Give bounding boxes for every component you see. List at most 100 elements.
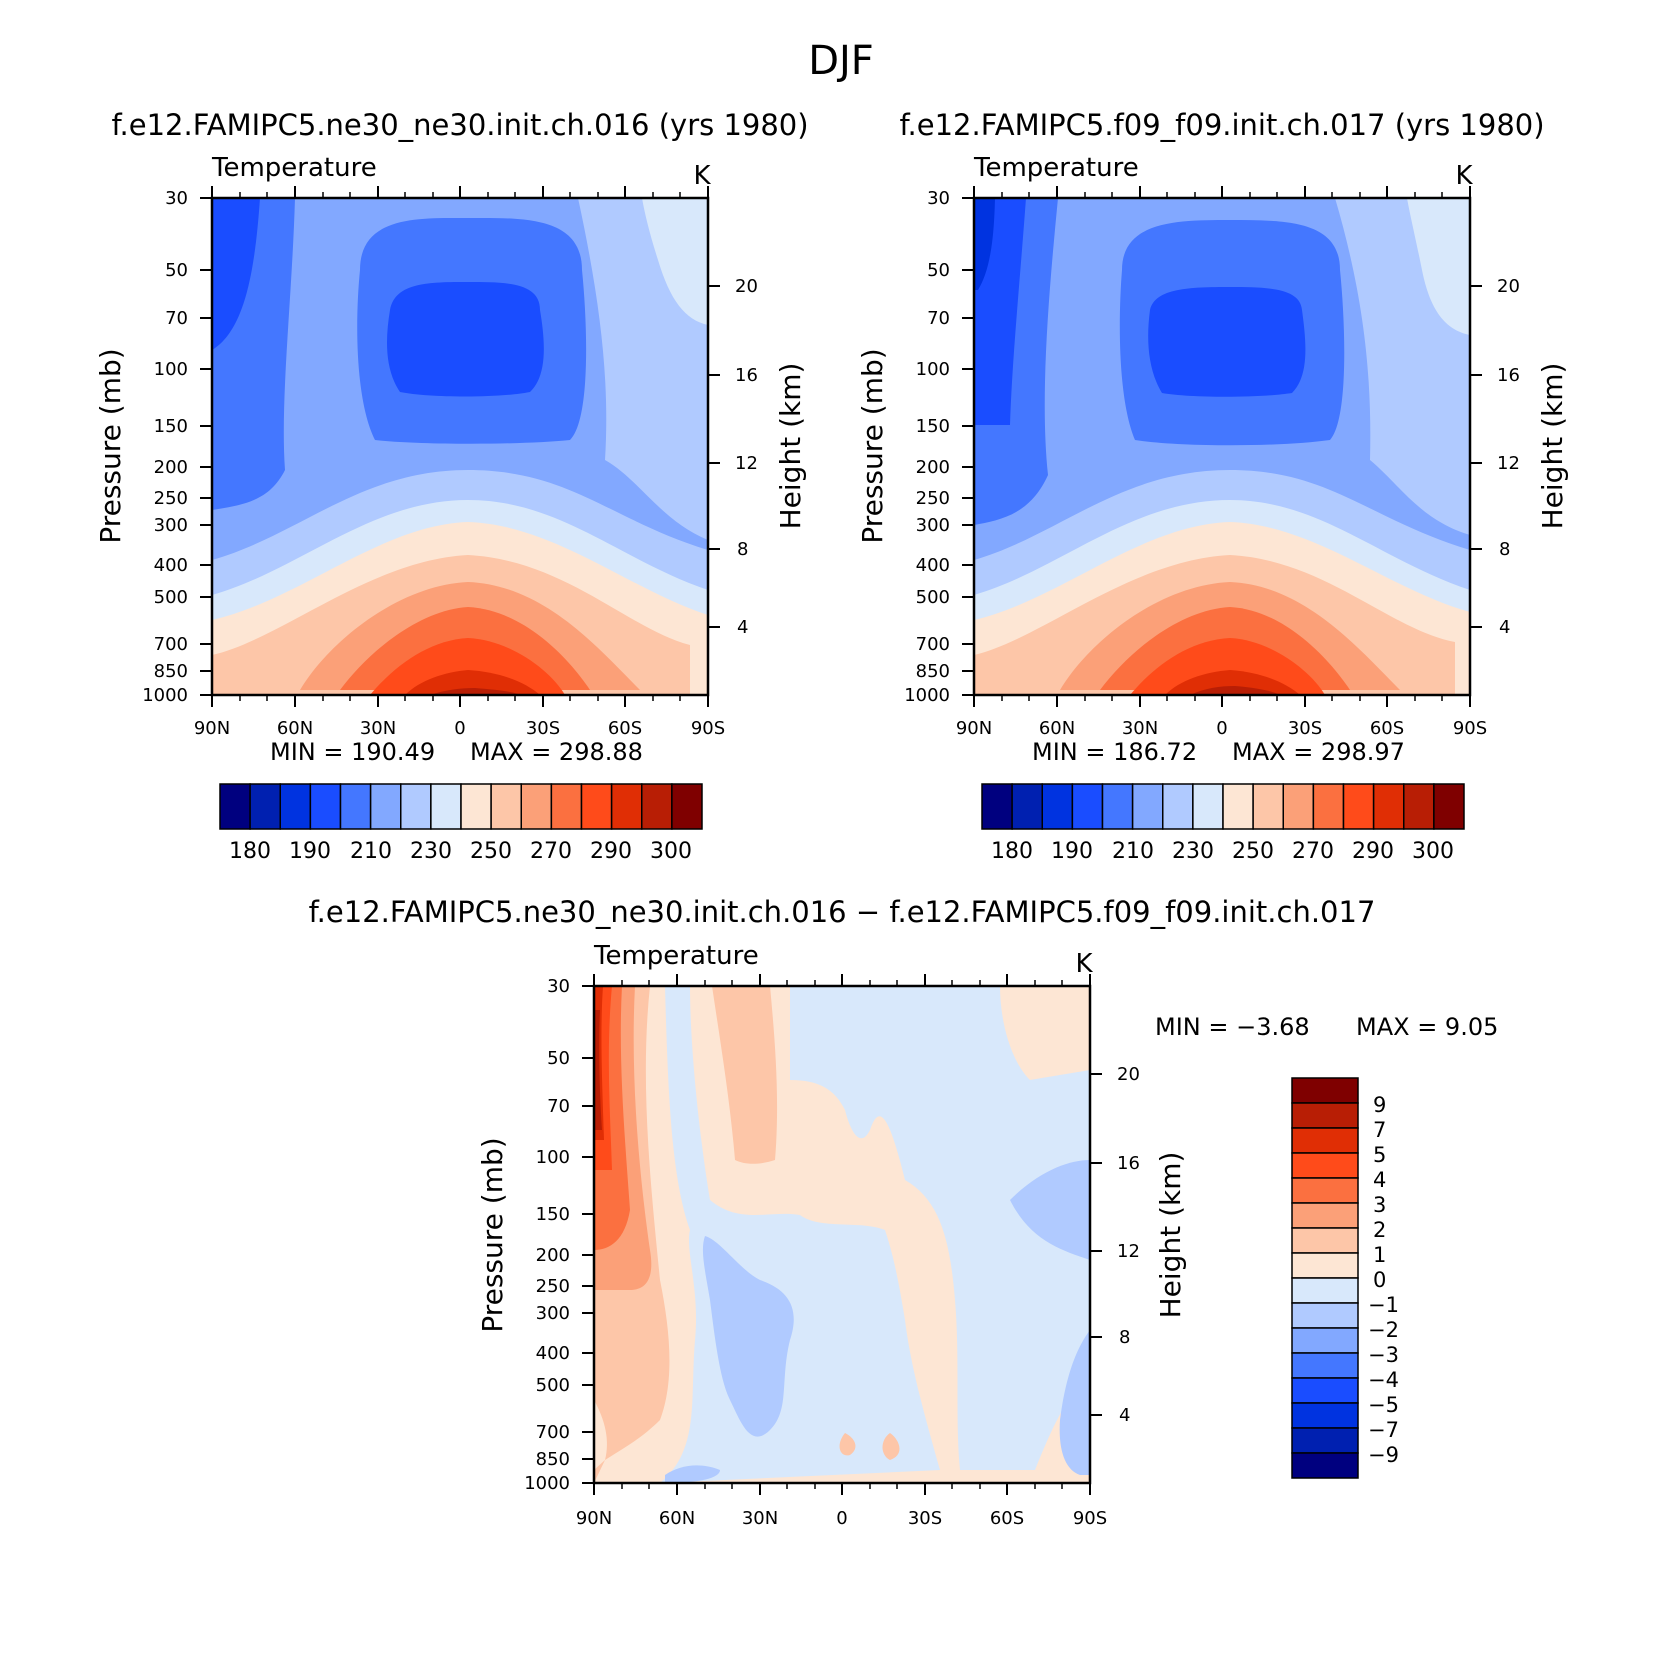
contour-field (594, 986, 1090, 1483)
x-tick-label: 0 (454, 718, 465, 739)
x-tick-label: 90S (1453, 718, 1487, 739)
colorbar-swatch (1101, 783, 1134, 830)
colorbar-swatch (369, 783, 402, 830)
y-tick-label: 500 (536, 1375, 570, 1396)
max-value: MAX = 9.05 (1356, 1013, 1498, 1041)
colorbar (1291, 1077, 1359, 1479)
colorbar-swatch (1372, 783, 1405, 830)
y-tick-label: 400 (536, 1343, 570, 1364)
x-tick-label: 90N (576, 1508, 612, 1529)
colorbar-label: 190 (1051, 839, 1093, 864)
colorbar-label: 250 (470, 839, 512, 864)
colorbar-label: 180 (229, 839, 271, 864)
colorbar (219, 783, 703, 830)
y-tick-label: 70 (927, 308, 950, 329)
y2-tick-label: 20 (1497, 276, 1520, 297)
colorbar-swatch (249, 783, 281, 830)
y-tick-label: 250 (536, 1276, 570, 1297)
x-tick-label: 0 (1216, 718, 1227, 739)
panel-heading: f.e12.FAMIPC5.f09_f09.init.ch.017 (yrs 1… (899, 108, 1544, 142)
x-tick-label: 60N (1039, 718, 1075, 739)
y2-tick-label: 4 (1119, 1405, 1130, 1426)
y-axis-title: Pressure (mb) (856, 348, 889, 543)
colorbar-swatch (279, 783, 312, 830)
colorbar-label: 250 (1232, 839, 1274, 864)
colorbar-label: 4 (1373, 1168, 1386, 1192)
y2-tick-label: 4 (737, 617, 748, 638)
colorbar-swatch (1252, 783, 1284, 830)
y-tick-label: 700 (154, 634, 188, 655)
colorbar-label: −3 (1368, 1343, 1399, 1367)
colorbar-swatch (1342, 783, 1375, 830)
y-tick-label: 200 (536, 1245, 570, 1266)
variable-label: Temperature (211, 153, 377, 183)
colorbar-swatch (1071, 783, 1104, 830)
y-tick-label: 250 (916, 488, 950, 509)
x-tick-label: 90S (1073, 1508, 1107, 1529)
colorbar-swatch (430, 783, 462, 830)
min-value: MIN = −3.68 (1155, 1013, 1310, 1041)
x-tick-label: 30N (1122, 718, 1158, 739)
min-value: MIN = 186.72 (1032, 738, 1197, 766)
colorbar-label: −7 (1368, 1418, 1399, 1442)
x-tick-label: 60N (659, 1508, 695, 1529)
y2-tick-label: 8 (737, 539, 748, 560)
colorbar-label: 290 (590, 839, 632, 864)
colorbar-swatch (219, 783, 251, 830)
y-axis-title: Pressure (mb) (94, 348, 127, 543)
colorbar-swatch (1291, 1177, 1359, 1204)
y2-tick-label: 12 (1497, 453, 1520, 474)
y-tick-label: 400 (154, 555, 188, 576)
y2-axis-title: Height (km) (1154, 1152, 1187, 1319)
x-tick-label: 90N (956, 718, 992, 739)
units-label: K (1075, 949, 1093, 979)
variable-label: Temperature (593, 941, 759, 971)
y-tick-label: 70 (165, 308, 188, 329)
colorbar-label: 230 (1172, 839, 1214, 864)
colorbar-label: 3 (1373, 1193, 1386, 1217)
y-tick-label: 500 (916, 587, 950, 608)
x-tick-label: 30N (360, 718, 396, 739)
colorbar-swatch (1291, 1377, 1359, 1404)
x-tick-label: 90S (691, 718, 725, 739)
colorbar-label: −2 (1368, 1318, 1399, 1342)
colorbar-label: 1 (1373, 1243, 1386, 1267)
colorbar-swatch (1291, 1327, 1359, 1354)
colorbar-label: 2 (1373, 1218, 1386, 1242)
x-tick-label: 60S (1370, 718, 1404, 739)
y-tick-label: 200 (154, 457, 188, 478)
colorbar-swatch (1282, 783, 1315, 830)
colorbar-label: 9 (1373, 1093, 1386, 1117)
colorbar-swatch (1291, 1102, 1359, 1129)
y-axis: 30 50 70 100 150 200 250 300 400 500 700… (476, 976, 594, 1494)
y-tick-label: 50 (547, 1048, 570, 1069)
y-tick-label: 70 (547, 1096, 570, 1117)
colorbar-swatch (1131, 783, 1164, 830)
y-tick-label: 150 (154, 416, 188, 437)
y-tick-label: 150 (536, 1204, 570, 1225)
y2-tick-label: 20 (1117, 1064, 1140, 1085)
colorbar-label: −5 (1368, 1393, 1399, 1417)
colorbar-swatch (1291, 1302, 1359, 1329)
contour-field (974, 198, 1470, 695)
y2-tick-label: 20 (735, 276, 758, 297)
y2-tick-label: 12 (1117, 1241, 1140, 1262)
panel-ne30: f.e12.FAMIPC5.ne30_ne30.init.ch.016 (yrs… (94, 108, 809, 864)
y-tick-label: 700 (916, 634, 950, 655)
contour-field (212, 198, 708, 695)
colorbar-swatch (1312, 783, 1345, 830)
colorbar-swatch (1041, 783, 1074, 830)
colorbar-swatch (1291, 1227, 1359, 1254)
colorbar-label: 210 (350, 839, 392, 864)
panel-heading: f.e12.FAMIPC5.ne30_ne30.init.ch.016 − f.… (309, 895, 1376, 929)
colorbar-label: 290 (1352, 839, 1394, 864)
y-tick-label: 30 (927, 188, 950, 209)
x-axis: 90N 60N 30N 0 30S 60S 90S (194, 186, 725, 739)
y-tick-label: 30 (165, 188, 188, 209)
colorbar-swatch (550, 783, 583, 830)
y-tick-label: 300 (536, 1303, 570, 1324)
colorbar-swatch (1192, 783, 1224, 830)
y-tick-label: 500 (154, 587, 188, 608)
colorbar-swatch (1291, 1277, 1359, 1304)
y-tick-label: 400 (916, 555, 950, 576)
